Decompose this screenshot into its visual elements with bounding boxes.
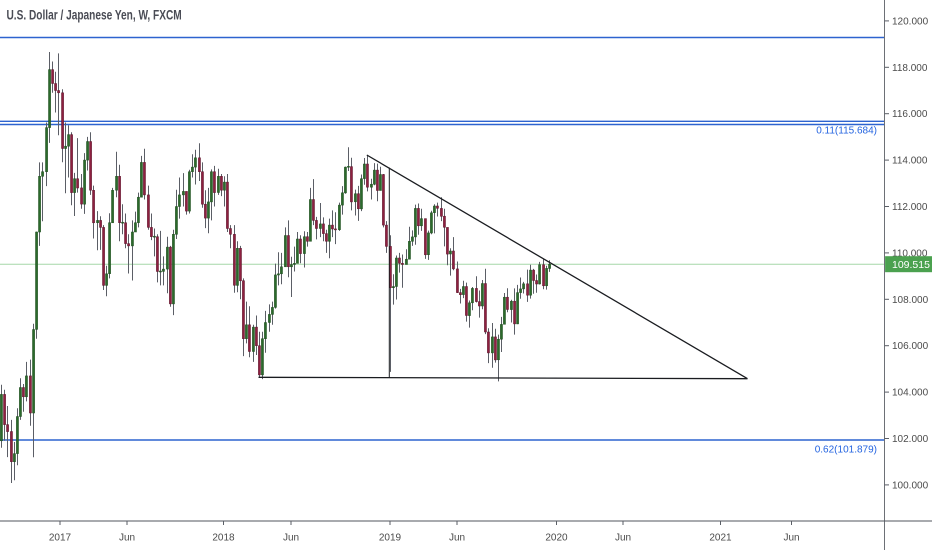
svg-text:Jun: Jun bbox=[783, 533, 799, 544]
svg-text:Jun: Jun bbox=[449, 533, 465, 544]
svg-text:106.000: 106.000 bbox=[892, 341, 929, 352]
svg-text:109.515: 109.515 bbox=[892, 259, 930, 271]
svg-text:102.000: 102.000 bbox=[892, 434, 929, 445]
svg-text:2018: 2018 bbox=[212, 533, 235, 544]
svg-text:2021: 2021 bbox=[709, 533, 732, 544]
svg-text:Jun: Jun bbox=[283, 533, 299, 544]
svg-text:116.000: 116.000 bbox=[892, 109, 928, 120]
svg-text:100.000: 100.000 bbox=[892, 480, 929, 491]
svg-text:Jun: Jun bbox=[615, 533, 631, 544]
svg-text:118.000: 118.000 bbox=[892, 63, 928, 74]
svg-text:104.000: 104.000 bbox=[892, 388, 929, 399]
svg-text:112.000: 112.000 bbox=[892, 202, 928, 213]
svg-text:108.000: 108.000 bbox=[892, 295, 929, 306]
svg-text:2019: 2019 bbox=[379, 533, 402, 544]
svg-text:Jun: Jun bbox=[119, 533, 135, 544]
svg-text:U.S. Dollar / Japanese Yen, W,: U.S. Dollar / Japanese Yen, W, FXCM bbox=[7, 7, 182, 23]
svg-text:0.11(115.684): 0.11(115.684) bbox=[816, 126, 877, 137]
svg-text:0.62(101.879): 0.62(101.879) bbox=[815, 445, 877, 456]
svg-text:2017: 2017 bbox=[49, 533, 72, 544]
svg-text:2020: 2020 bbox=[545, 533, 568, 544]
svg-text:120.000: 120.000 bbox=[892, 16, 929, 27]
svg-text:114.000: 114.000 bbox=[892, 156, 928, 167]
svg-text:110.000: 110.000 bbox=[892, 248, 928, 259]
